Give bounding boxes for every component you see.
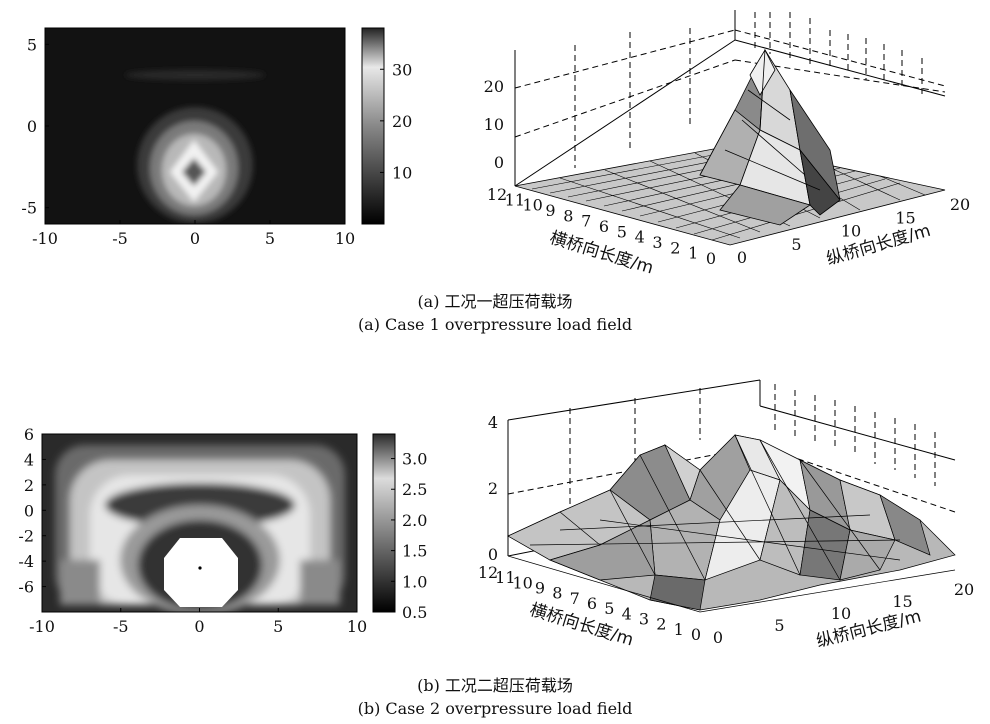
heatmap-b-xtick-label: -10: [29, 617, 55, 636]
surface-ytick-label: 4: [635, 228, 645, 247]
heatmap-b-xtick-label: -5: [113, 617, 129, 636]
caption-a-cn: (a) 工况一超压荷载场: [417, 292, 573, 311]
surface-xtick-label: 0: [713, 628, 723, 647]
heatmap-a-xtick-label: 10: [335, 229, 355, 248]
caption-a-en: (a) Case 1 overpressure load field: [357, 315, 633, 334]
heatmap-b-ytick-label: -2: [18, 527, 34, 546]
surface-ytick-label: 6: [599, 217, 609, 236]
surface-xtick-label: 20: [950, 195, 970, 214]
heatmap-a-center: [182, 158, 206, 186]
surface-ytick-label: 10: [512, 573, 532, 592]
heatmap-a-xtick-label: -10: [32, 229, 58, 248]
heatmap-a-xtick-label: -5: [112, 229, 128, 248]
colorbar-b-tick-label: 0.5: [402, 603, 427, 622]
surface-ytick-label: 11: [505, 190, 525, 209]
surface-xtick-label: 15: [895, 208, 915, 227]
colorbar-b-tick-label: 2.5: [402, 480, 427, 499]
surface-ytick-label: 1: [674, 620, 684, 639]
surface-xtick-label: 15: [892, 592, 912, 611]
colorbar-b-tick-label: 1.0: [402, 572, 427, 591]
surface-xtick-label: 20: [954, 580, 974, 599]
surface-a-peak: [699, 48, 841, 226]
heatmap-b-xtick-label: 10: [347, 617, 367, 636]
surface-xtick-label: 10: [831, 604, 851, 623]
surface-ytick-label: 7: [581, 212, 591, 231]
surface-ytick-label: 5: [617, 222, 627, 241]
heatmap-a-xtick-label: 0: [190, 229, 200, 248]
heatmap-b-center-dot: [198, 566, 202, 570]
surface-ytick-label: 9: [545, 201, 555, 220]
heatmap-b-ytick-label: -4: [18, 552, 34, 571]
surface-ytick-label: 12: [478, 563, 498, 582]
colorbar-a-tick-label: 10: [392, 163, 412, 182]
surface-ytick-label: 0: [706, 249, 716, 268]
surface-ztick-label: 10: [484, 115, 504, 134]
surface-ytick-label: 9: [535, 579, 545, 598]
surface-ztick-label: 0: [494, 153, 504, 172]
heatmap-a-faint-band: [125, 70, 265, 80]
surface-ytick-label: 6: [587, 594, 597, 613]
surface-ztick-label: 2: [488, 479, 498, 498]
surface-ytick-label: 11: [495, 568, 515, 587]
heatmap-b-xtick-label: 0: [194, 617, 204, 636]
caption-b-en: (b) Case 2 overpressure load field: [357, 699, 633, 718]
surface-ytick-label: 2: [670, 238, 680, 257]
heatmap-b-ytick-label: -6: [18, 578, 34, 597]
caption-b-cn: (b) 工况二超压荷载场: [417, 676, 573, 695]
surface-ytick-label: 7: [570, 589, 580, 608]
colorbar-a-tick-label: 20: [392, 112, 412, 131]
colorbar-b-tick-label: 2.0: [402, 511, 427, 530]
heatmap-b-ytick-label: 6: [24, 425, 34, 444]
surface-ztick-label: 4: [488, 413, 498, 432]
surface-a-box: [514, 10, 946, 187]
heatmap-a-xtick-label: 5: [265, 229, 275, 248]
surface-ytick-label: 2: [656, 615, 666, 634]
heatmap-a: -10 -5 0 5 10 5 0 -5 30 20 10: [21, 27, 412, 248]
heatmap-a-ytick-label: -5: [21, 199, 37, 218]
surface-xtick-label: 10: [841, 222, 861, 241]
surface-xtick-label: 5: [791, 235, 801, 254]
surface-ytick-label: 3: [639, 610, 649, 629]
surface-ytick-label: 5: [604, 599, 614, 618]
heatmap-b: -10 -5 0 5 10 6 4 2 0 -2 -4 -6 3.0 2.5 2.0 1.5 1.0 0.5: [18, 425, 427, 636]
heatmap-b-xtick-label: 5: [273, 617, 283, 636]
surface-ytick-label: 8: [563, 206, 573, 225]
surface-ytick-label: 1: [688, 244, 698, 263]
surface-xtick-label: 0: [737, 248, 747, 267]
surface-ytick-label: 10: [522, 196, 542, 215]
heatmap-b-white-core: [164, 538, 238, 607]
heatmap-a-ytick-label: 5: [27, 35, 37, 54]
colorbar-b-tick-label: 1.5: [402, 542, 427, 561]
surface-ytick-label: 12: [487, 185, 507, 204]
surface-ytick-label: 4: [622, 604, 632, 623]
heatmap-b-ytick-label: 2: [24, 476, 34, 495]
colorbar-b-tick-label: 3.0: [402, 450, 427, 469]
surface-ytick-label: 8: [552, 584, 562, 603]
heatmap-b-ytick-label: 0: [24, 501, 34, 520]
surface-ylabel: 横桥向长度/m: [527, 600, 635, 650]
surface-ytick-label: 0: [691, 625, 701, 644]
surface-b-mesh: [507, 434, 956, 611]
surface-b-floor-edge: [507, 555, 956, 613]
surface-ztick-label: 20: [484, 77, 504, 96]
colorbar-b: [372, 433, 396, 613]
surface-ytick-label: 3: [652, 233, 662, 252]
heatmap-a-ytick-label: 0: [27, 117, 37, 136]
surface-xtick-label: 5: [774, 616, 784, 635]
colorbar-a-tick-label: 30: [392, 60, 412, 79]
colorbar-a: [361, 27, 385, 225]
heatmap-b-ytick-label: 4: [24, 450, 34, 469]
surface-ztick-label: 0: [488, 545, 498, 564]
